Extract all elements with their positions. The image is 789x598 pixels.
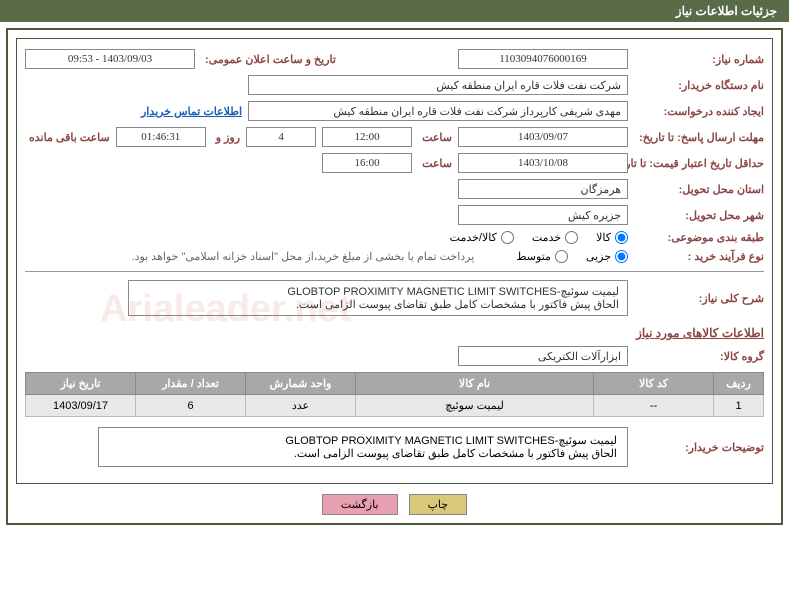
cat-goods-radio[interactable] [615,231,628,244]
cat-both-radio[interactable] [501,231,514,244]
goods-group-field [458,346,628,366]
outer-frame: شماره نیاز: تاریخ و ساعت اعلان عمومی: نا… [6,28,783,525]
button-bar: چاپ بازگشت [16,494,773,515]
td-row: 1 [714,395,764,417]
remain-days-field [246,127,316,147]
buyer-note-line1: لیمیت سوئیچ-GLOBTOP PROXIMITY MAGNETIC L… [109,434,617,447]
goods-group-label: گروه کالا: [634,350,764,363]
process-label: نوع فرآیند خرید : [634,250,764,263]
goods-info-title: اطلاعات کالاهای مورد نیاز [25,326,764,340]
valid-date-field [458,153,628,173]
announce-field [25,49,195,69]
divider-1 [25,271,764,272]
cat-service-label: خدمت [532,231,561,244]
process-radios: جزیی متوسط [516,250,628,263]
proc-medium-radio[interactable] [555,250,568,263]
reply-time-field [322,127,412,147]
table-header-row: ردیف کد کالا نام کالا واحد شمارش تعداد /… [26,373,764,395]
city-label: شهر محل تحویل: [634,209,764,222]
th-qty: تعداد / مقدار [136,373,246,395]
back-button[interactable]: بازگشت [322,494,398,515]
buyer-org-field [248,75,628,95]
buyer-notes-label: توضیحات خریدار: [634,441,764,454]
reply-date-field [458,127,628,147]
goods-table: ردیف کد کالا نام کالا واحد شمارش تعداد /… [25,372,764,417]
buyer-org-label: نام دستگاه خریدار: [634,79,764,92]
time-label-1: ساعت [418,131,452,144]
td-name: لیمیت سوئیچ [356,395,594,417]
valid-time-field [322,153,412,173]
requester-field [248,101,628,121]
page-header: جزئیات اطلاعات نیاز [0,0,789,22]
overall-desc-label: شرح کلی نیاز: [634,292,764,305]
cat-service-radio[interactable] [565,231,578,244]
cat-goods-label: کالا [596,231,611,244]
proc-partial-radio[interactable] [615,250,628,263]
remain-time-field [116,127,206,147]
province-label: استان محل تحویل: [634,183,764,196]
reply-deadline-label: مهلت ارسال پاسخ: تا تاریخ: [634,131,764,144]
category-radios: کالا خدمت کالا/خدمت [450,231,628,244]
cat-both-label: کالا/خدمت [450,231,497,244]
td-qty: 6 [136,395,246,417]
th-date: تاریخ نیاز [26,373,136,395]
proc-medium-label: متوسط [516,250,551,263]
need-no-label: شماره نیاز: [634,53,764,66]
time-label-2: ساعت [418,157,452,170]
payment-note: پرداخت تمام یا بخشی از مبلغ خرید،از محل … [132,250,475,263]
details-panel: شماره نیاز: تاریخ و ساعت اعلان عمومی: نا… [16,38,773,484]
requester-label: ایجاد کننده درخواست: [634,105,764,118]
th-unit: واحد شمارش [246,373,356,395]
th-row: ردیف [714,373,764,395]
need-no-field [458,49,628,69]
desc-line2: الحاق پیش فاکتور با مشخصات کامل طبق تقاض… [137,298,619,311]
td-unit: عدد [246,395,356,417]
announce-label: تاریخ و ساعت اعلان عمومی: [201,53,336,66]
th-code: کد کالا [594,373,714,395]
province-field [458,179,628,199]
buyer-notes-box: لیمیت سوئیچ-GLOBTOP PROXIMITY MAGNETIC L… [98,427,628,467]
proc-partial-label: جزیی [586,250,611,263]
validity-label: حداقل تاریخ اعتبار قیمت: تا تاریخ: [634,157,764,170]
remain-label: ساعت باقی مانده [25,131,110,144]
buyer-contact-link[interactable]: اطلاعات تماس خریدار [141,105,242,118]
td-date: 1403/09/17 [26,395,136,417]
overall-desc-box: لیمیت سوئیچ-GLOBTOP PROXIMITY MAGNETIC L… [128,280,628,316]
city-field [458,205,628,225]
days-and-label: روز و [212,131,240,144]
table-row: 1 -- لیمیت سوئیچ عدد 6 1403/09/17 [26,395,764,417]
th-name: نام کالا [356,373,594,395]
buyer-note-line2: الحاق پیش فاکتور با مشخصات کامل طبق تقاض… [109,447,617,460]
print-button[interactable]: چاپ [409,494,468,515]
desc-line1: لیمیت سوئیچ-GLOBTOP PROXIMITY MAGNETIC L… [137,285,619,298]
td-code: -- [594,395,714,417]
category-label: طبقه بندی موضوعی: [634,231,764,244]
